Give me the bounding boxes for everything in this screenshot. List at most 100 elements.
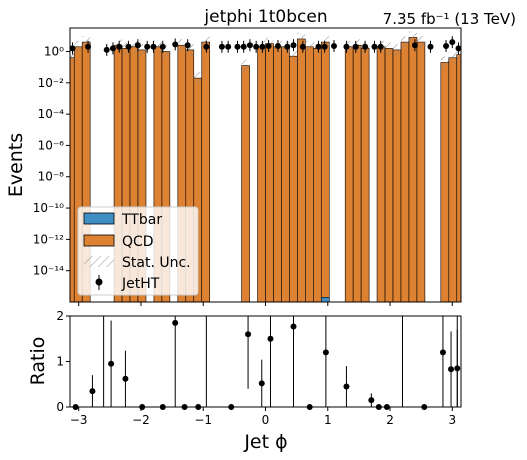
x-axis-label: Jet ϕ (243, 431, 287, 453)
jetht-point (455, 45, 462, 52)
qcd-bar (408, 37, 418, 303)
jetht-point (144, 43, 151, 50)
stat-unc-band (201, 36, 210, 49)
qcd-bar (392, 49, 402, 303)
jetht-point (290, 42, 297, 49)
main-y-tick-label: 10⁻⁴ (38, 107, 65, 121)
jetht-point (240, 43, 247, 50)
ratio-point (343, 383, 350, 390)
qcd-bar (201, 41, 211, 303)
stat-unc-band (393, 43, 401, 56)
stat-unc-band (82, 36, 91, 49)
jetht-point (109, 45, 116, 52)
ratio-point (258, 380, 265, 387)
qcd-bar (352, 44, 362, 303)
ratio-point (108, 360, 115, 367)
legend-label-qcd: QCD (122, 234, 154, 250)
stat-unc-band (416, 36, 425, 49)
stat-unc-band (400, 36, 409, 49)
ratio-panel: 0 1 2 −3 −2 −1 0 1 2 3 Ratio Jet ϕ (27, 302, 462, 453)
qcd-bar (400, 41, 410, 303)
jetht-point (150, 43, 157, 50)
jetht-point (218, 43, 225, 50)
jetht-point (411, 42, 418, 49)
jetht-point (284, 43, 291, 50)
jetht-point (259, 43, 266, 50)
jetht-point (377, 43, 384, 50)
stat-unc-band (385, 42, 394, 55)
ttbar-bar (320, 297, 330, 303)
qcd-bar (257, 46, 266, 303)
stat-unc-band (177, 39, 186, 52)
main-y-tick-label: 10⁻¹² (33, 232, 64, 246)
ratio-point (448, 366, 455, 373)
qcd-bar (360, 48, 370, 303)
ratio-y-tick-label: 1 (56, 355, 64, 369)
ratio-y-axis-label: Ratio (27, 337, 49, 386)
jetht-point (299, 43, 306, 50)
qcd-bar (313, 48, 322, 303)
qcd-bar (273, 46, 282, 303)
legend-label-jetht: JetHT (121, 276, 160, 292)
qcd-bar (320, 41, 330, 303)
main-bars (69, 31, 462, 303)
jetht-point (443, 43, 450, 50)
jetht-point (427, 43, 434, 50)
main-y-ticks: 10⁰ 10⁻² 10⁻⁴ 10⁻⁶ 10⁻⁸ 10⁻¹⁰ 10⁻¹² 10⁻¹⁴ (33, 44, 70, 278)
main-y-axis-label: Events (5, 133, 27, 197)
jetht-point (85, 43, 92, 50)
ratio-point (245, 331, 252, 338)
main-y-tick-label: 10⁻¹⁰ (33, 201, 64, 215)
legend-label-stat-unc: Stat. Unc. (122, 255, 191, 271)
ratio-x-ticks: −3 −2 −1 0 1 2 3 (70, 302, 456, 427)
jetht-point (225, 43, 232, 50)
ratio-x-tick-label: −2 (132, 413, 150, 427)
ratio-point (122, 375, 129, 382)
stat-unc-band (137, 43, 146, 56)
qcd-bar (69, 57, 75, 303)
stat-unc-band (289, 50, 298, 63)
ratio-y-tick-label: 2 (56, 309, 64, 323)
jetht-point (116, 43, 123, 50)
jetht-point (184, 42, 191, 49)
ratio-point (368, 397, 375, 404)
jetht-point (246, 42, 253, 49)
stat-unc-band (408, 31, 417, 44)
qcd-bar (456, 54, 462, 303)
ratio-point (439, 349, 446, 356)
stat-unc-band (185, 43, 194, 56)
jetht-point (343, 43, 350, 50)
ratio-x-tick-label: 1 (324, 413, 332, 427)
jetht-point (125, 43, 132, 50)
qcd-bar (305, 46, 314, 303)
jetht-point (352, 43, 359, 50)
main-y-tick-label: 10⁻² (38, 76, 65, 90)
ratio-point (322, 349, 329, 356)
jetht-point (234, 43, 241, 50)
jetht-point (172, 41, 179, 48)
stat-unc-band (70, 51, 75, 64)
qcd-bar (281, 46, 290, 303)
qcd-bar (440, 62, 450, 303)
jetht-point (103, 46, 110, 53)
qcd-bar (289, 55, 298, 303)
qcd-bar (241, 65, 250, 303)
ratio-y-ticks: 0 1 2 (56, 309, 70, 414)
stat-unc-band (305, 40, 314, 53)
ratio-point (454, 365, 461, 372)
ratio-points (72, 316, 461, 410)
stat-unc-band (448, 51, 457, 64)
chart-title: jetphi 1t0bcen (203, 7, 327, 27)
stat-unc-band (440, 56, 449, 69)
jetht-point (253, 43, 260, 50)
stat-unc-band (241, 59, 250, 72)
qcd-bar (376, 46, 386, 303)
ratio-x-tick-label: −3 (70, 413, 88, 427)
qcd-bar (344, 46, 354, 303)
qcd-bar (384, 48, 394, 303)
legend-swatch-stat-unc (84, 256, 114, 267)
main-panel: 10⁰ 10⁻² 10⁻⁴ 10⁻⁶ 10⁻⁸ 10⁻¹⁰ 10⁻¹² 10⁻¹⁴ Event… (5, 27, 462, 303)
stat-unc-band (456, 48, 461, 61)
main-y-tick-label: 10⁻⁸ (38, 170, 65, 184)
jetht-point (330, 43, 337, 50)
